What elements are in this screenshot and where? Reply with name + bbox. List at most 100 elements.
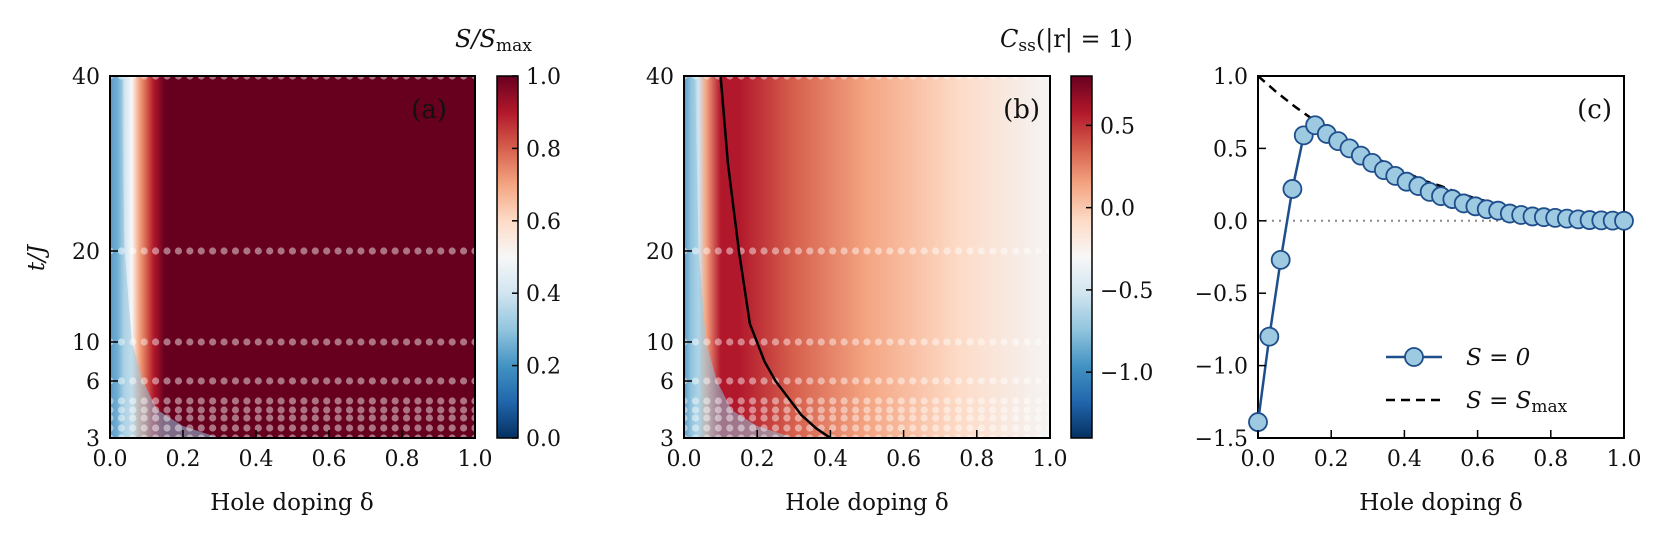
sample-point — [703, 377, 711, 385]
sample-point — [197, 397, 205, 405]
sample-point — [334, 397, 342, 405]
sample-point — [691, 338, 700, 346]
sample-point — [231, 338, 240, 346]
sample-point — [254, 414, 262, 422]
sample-point — [402, 397, 411, 405]
sample-point — [760, 414, 768, 422]
sample-point — [300, 406, 308, 414]
sample-point — [989, 397, 997, 405]
sample-point — [174, 397, 183, 405]
sample-point — [117, 414, 126, 422]
sample-point — [266, 424, 274, 432]
sample-point — [783, 247, 791, 255]
sample-point — [714, 338, 722, 346]
sample-point — [1012, 377, 1020, 385]
sample-point — [437, 338, 445, 346]
sample-point — [817, 406, 825, 414]
sample-point — [368, 247, 376, 255]
sample-point — [448, 406, 456, 414]
sample-point — [932, 338, 940, 346]
sample-point — [703, 414, 711, 422]
sample-point — [760, 247, 768, 255]
sample-point — [254, 247, 262, 255]
panel-c-legend: S = 0 S = Smax — [1386, 345, 1568, 417]
panel-a-heatmap — [110, 76, 475, 438]
sample-point — [886, 406, 894, 414]
sample-point — [391, 406, 399, 414]
sample-point — [897, 406, 905, 414]
sample-point — [220, 377, 228, 385]
sample-point — [163, 406, 171, 414]
panel-c-axes: 0.0 0.2 0.4 0.6 0.8 1.0 1.0 0.5 0.0 −0.5 −1.0 −1.5 — [1195, 65, 1642, 472]
sample-point — [1012, 424, 1020, 432]
sample-point — [1034, 414, 1043, 422]
sample-point — [117, 397, 126, 405]
sample-point — [874, 338, 883, 346]
sample-point — [311, 338, 319, 346]
x-tick-label: 0.0 — [1241, 447, 1276, 472]
sample-point — [863, 377, 871, 385]
sample-point — [209, 377, 217, 385]
sample-point — [897, 247, 905, 255]
sample-point — [174, 377, 183, 385]
x-tick-label: 0.0 — [93, 447, 128, 472]
x-tick-label: 1.0 — [458, 447, 493, 472]
sample-point — [760, 424, 768, 432]
sample-point — [311, 424, 319, 432]
sample-point — [163, 414, 171, 422]
sample-point — [152, 424, 160, 432]
sample-point — [368, 424, 376, 432]
sample-point — [897, 424, 905, 432]
sample-point — [448, 338, 456, 346]
sample-point — [425, 406, 433, 414]
sample-point — [163, 247, 171, 255]
sample-point — [920, 338, 928, 346]
sample-point — [783, 424, 791, 432]
sample-point — [197, 377, 205, 385]
sample-point — [851, 397, 860, 405]
sample-point — [760, 338, 768, 346]
sample-point — [920, 414, 928, 422]
sample-point — [391, 397, 399, 405]
sample-point — [771, 414, 780, 422]
sample-point — [966, 397, 974, 405]
sample-point — [1034, 377, 1043, 385]
sample-point — [829, 247, 837, 255]
panel-a-low-region — [110, 76, 220, 438]
panel-c-plot — [1248, 75, 1634, 432]
x-tick-label: 0.2 — [1314, 447, 1349, 472]
sample-point — [966, 338, 974, 346]
sample-point — [300, 338, 308, 346]
sample-point — [129, 377, 137, 385]
y-tick-label: −1.5 — [1195, 427, 1248, 452]
sample-point — [977, 338, 985, 346]
y-tick-label: 40 — [646, 65, 674, 90]
sample-point — [920, 377, 928, 385]
panel-b-axes: 0.0 0.2 0.4 0.6 0.8 1.0 3 6 10 20 40 — [646, 65, 1068, 472]
sample-point — [714, 414, 722, 422]
x-tick-label: 0.8 — [385, 447, 420, 472]
sample-point — [737, 338, 745, 346]
sample-point — [737, 406, 745, 414]
sample-point — [932, 247, 940, 255]
sample-point — [231, 397, 240, 405]
sample-point — [323, 338, 331, 346]
sample-point — [129, 338, 137, 346]
panel-b-low-region — [684, 76, 794, 438]
sample-point — [345, 406, 354, 414]
sample-point — [829, 406, 837, 414]
sample-point — [691, 424, 700, 432]
sample-point — [402, 247, 411, 255]
sample-point — [851, 377, 860, 385]
sample-point — [817, 397, 825, 405]
sample-point — [874, 406, 883, 414]
sample-point — [437, 397, 445, 405]
colorbar-b-tick-label: −0.5 — [1100, 279, 1153, 304]
sample-point — [909, 377, 917, 385]
x-tick-label: 0.4 — [813, 447, 848, 472]
y-tick-label: −0.5 — [1195, 282, 1248, 307]
sample-point — [977, 406, 985, 414]
y-tick-label: 20 — [72, 240, 100, 265]
sample-point — [1034, 424, 1043, 432]
